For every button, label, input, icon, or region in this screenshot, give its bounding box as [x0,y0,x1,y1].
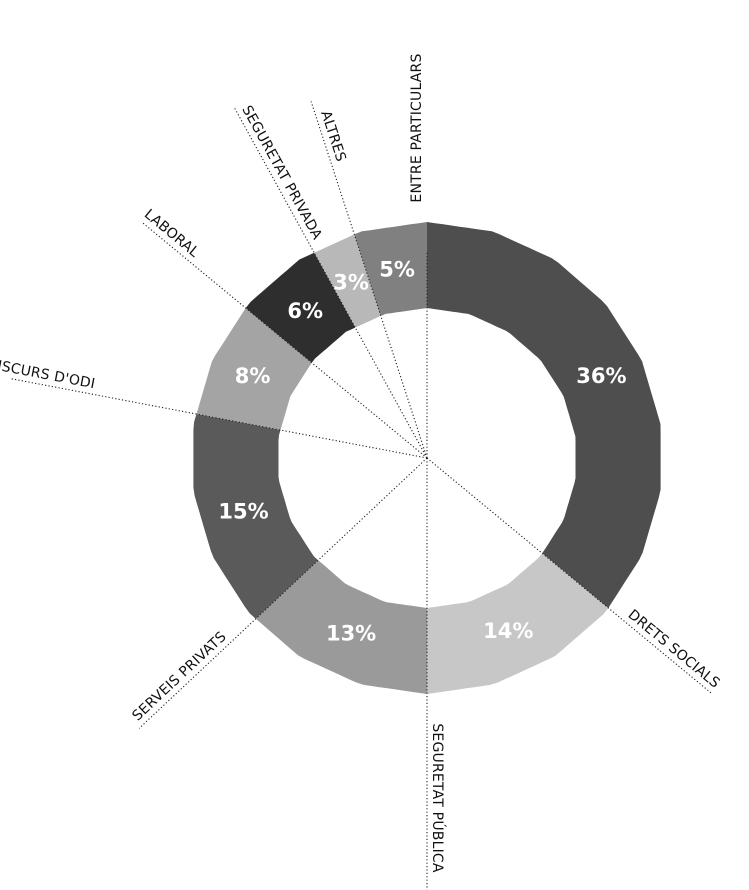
value-label-laboral: 6% [287,299,323,323]
slice-serveis-privats [193,414,319,619]
value-label-seguretat-publica: 13% [326,621,376,645]
slice-laboral [245,252,356,363]
slice-seguretat-publica [255,560,427,694]
category-label-discurs-d-odi: DISCURS D'ODI [0,356,96,392]
slice-seguretat-privada [314,234,381,328]
value-label-seguretat-privada: 3% [333,271,369,295]
value-label-discurs-d-odi: 8% [235,364,271,388]
leader-lines [9,101,713,890]
category-label-laboral: LABORAL [141,206,202,260]
category-label-seguretat-publica: SEGURETAT PÚBLICA [429,723,447,873]
slice-altres [354,222,427,316]
value-label-altres: 5% [379,257,415,281]
leader-line-laboral [141,221,428,459]
value-label-drets-socials: 14% [483,619,533,643]
category-label-seguretat-privada: SEGURETAT PRIVADA [238,103,325,243]
leader-line-serveis-privats [138,457,428,729]
leader-line-altres [310,101,428,459]
leader-line-seguretat-privada [233,107,428,459]
value-labels: 36% 14% 13% 15% 8% 6% 3% 5% [218,257,626,645]
value-label-serveis-privats: 15% [218,499,268,523]
slice-drets-socials [427,553,609,694]
category-label-altres: ALTRES [317,109,348,164]
slice-discurs-d-odi [196,308,312,430]
slice-entre-particulars [427,222,661,608]
category-label-drets-socials: DRETS SOCIALS [625,607,723,692]
leader-line-discurs-d-odi [9,377,428,459]
category-label-entre-particulars: ENTRE PARTICULARS [409,53,425,202]
value-label-entre-particulars: 36% [576,364,626,388]
donut-segments [193,222,661,694]
category-label-serveis-privats: SERVEIS PRIVATS [129,629,229,725]
leader-line-drets-socials [426,457,713,695]
